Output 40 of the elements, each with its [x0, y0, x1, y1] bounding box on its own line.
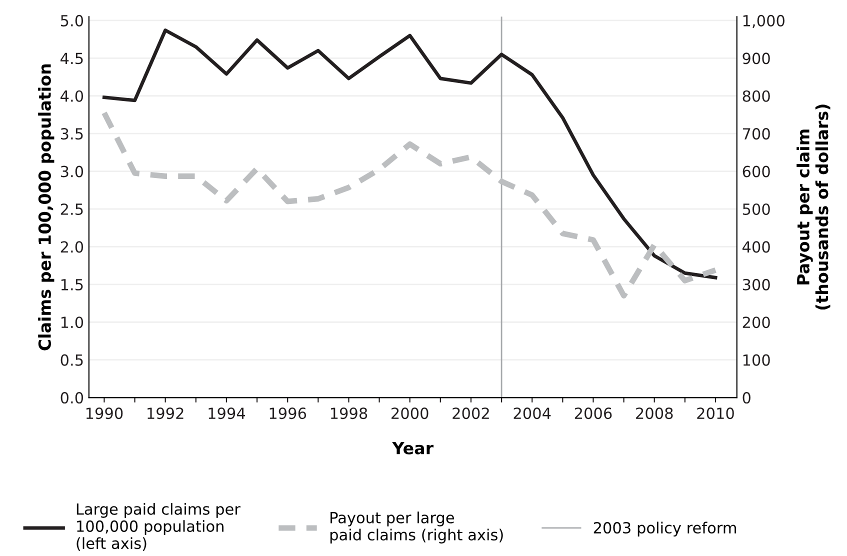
y2-tick-label: 300	[742, 278, 770, 290]
y-tick-label: 1.0	[61, 316, 84, 328]
y2-tick-label: 1,000	[743, 14, 784, 28]
y2-tick-label: 800	[742, 90, 770, 102]
y2-tick-label: 200	[742, 316, 770, 328]
y-tick-label: 0.5	[60, 354, 83, 366]
x-tick-label: 1992	[148, 408, 184, 420]
x-tick-label: 1996	[270, 408, 306, 420]
legend-label: Large paid claims per 100,000 population (left axis)	[76, 503, 240, 551]
y-tick-label: 0.0	[60, 392, 84, 404]
x-tick-label: 2002	[452, 408, 489, 420]
line-series	[102, 28, 718, 280]
y2-tick-label: 0	[742, 392, 750, 404]
y-tick-label: 4.0	[60, 90, 84, 102]
x-tick-label: 2006	[574, 408, 612, 420]
x-tick-label: 2008	[636, 408, 673, 420]
y-tick-label: 3.0	[60, 166, 84, 178]
x-tick-label: 2004	[514, 408, 551, 420]
x-tick-label: 1994	[208, 408, 246, 420]
x-tick-label: 2010	[697, 408, 734, 420]
y2-tick-label: 900	[742, 52, 770, 64]
y2-tick-label: 600	[742, 166, 770, 178]
y2-tick-label: 400	[742, 241, 770, 253]
y-tick-label: 1.5	[61, 279, 83, 290]
x-axis-title: Year	[392, 442, 434, 454]
x-tick-label: 2000	[392, 408, 428, 420]
legend-label: Payout per large paid claims (right axis)	[330, 512, 503, 544]
x-tick-label: 1990	[86, 408, 123, 420]
y-tick-label: 3.5	[60, 128, 83, 140]
legend-label: 2003 policy reform	[594, 522, 736, 537]
y-tick-label: 4.5	[60, 52, 83, 64]
y-tick-label: 2.5	[60, 203, 83, 216]
y-tick-label: 2.0	[60, 241, 84, 253]
y2-tick-label: 100	[743, 354, 770, 366]
y2-tick-label: 700	[743, 128, 770, 140]
y2-axis-title: Payout per claim (thousands of dollars)	[796, 104, 830, 310]
y-tick-label: 5.0	[60, 14, 84, 26]
y-axis-title: Claims per 100,000 population	[38, 64, 54, 350]
y2-tick-label: 500	[742, 203, 770, 216]
x-tick-label: 1998	[330, 408, 368, 420]
